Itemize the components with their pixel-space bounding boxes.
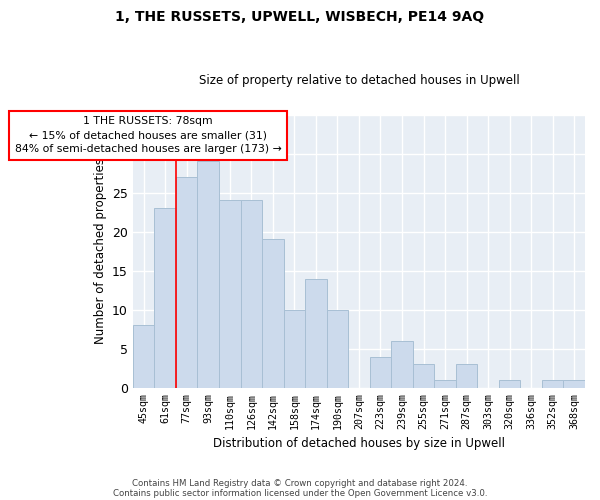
Text: 1 THE RUSSETS: 78sqm
← 15% of detached houses are smaller (31)
84% of semi-detac: 1 THE RUSSETS: 78sqm ← 15% of detached h… [14, 116, 281, 154]
Bar [563, 380, 585, 388]
Bar [284, 310, 305, 388]
Bar [219, 200, 241, 388]
Bar [456, 364, 478, 388]
Title: Size of property relative to detached houses in Upwell: Size of property relative to detached ho… [199, 74, 520, 87]
Text: Contains HM Land Registry data © Crown copyright and database right 2024.: Contains HM Land Registry data © Crown c… [132, 478, 468, 488]
Bar [197, 162, 219, 388]
Y-axis label: Number of detached properties: Number of detached properties [94, 158, 107, 344]
Bar [542, 380, 563, 388]
Bar [133, 326, 154, 388]
Bar [370, 356, 391, 388]
Text: 1, THE RUSSETS, UPWELL, WISBECH, PE14 9AQ: 1, THE RUSSETS, UPWELL, WISBECH, PE14 9A… [115, 10, 485, 24]
Bar [262, 240, 284, 388]
Bar [154, 208, 176, 388]
Bar [434, 380, 456, 388]
Text: Contains public sector information licensed under the Open Government Licence v3: Contains public sector information licen… [113, 488, 487, 498]
Bar [305, 278, 326, 388]
Bar [499, 380, 520, 388]
Bar [391, 341, 413, 388]
Bar [326, 310, 348, 388]
Bar [241, 200, 262, 388]
Bar [413, 364, 434, 388]
X-axis label: Distribution of detached houses by size in Upwell: Distribution of detached houses by size … [213, 437, 505, 450]
Bar [176, 177, 197, 388]
